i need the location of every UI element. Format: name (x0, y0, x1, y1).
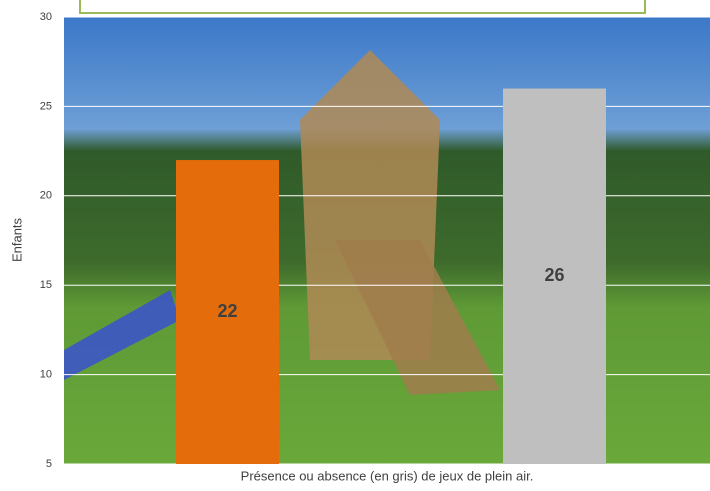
y-axis-label: Enfants (9, 217, 24, 262)
y-tick-label: 5 (46, 458, 52, 470)
data-label: 22 (217, 301, 237, 321)
y-tick-label: 20 (40, 190, 52, 202)
y-tick-label: 30 (40, 11, 52, 23)
x-axis-label: Présence ou absence (en gris) de jeux de… (241, 468, 534, 483)
y-tick-label: 15 (40, 279, 52, 291)
y-tick-label: 10 (40, 369, 52, 381)
data-label: 26 (544, 265, 564, 285)
ramp (335, 240, 500, 395)
y-tick-label: 25 (40, 100, 52, 112)
slide (64, 290, 180, 380)
title-box (79, 0, 646, 14)
bar (503, 88, 606, 465)
bar (176, 160, 279, 465)
